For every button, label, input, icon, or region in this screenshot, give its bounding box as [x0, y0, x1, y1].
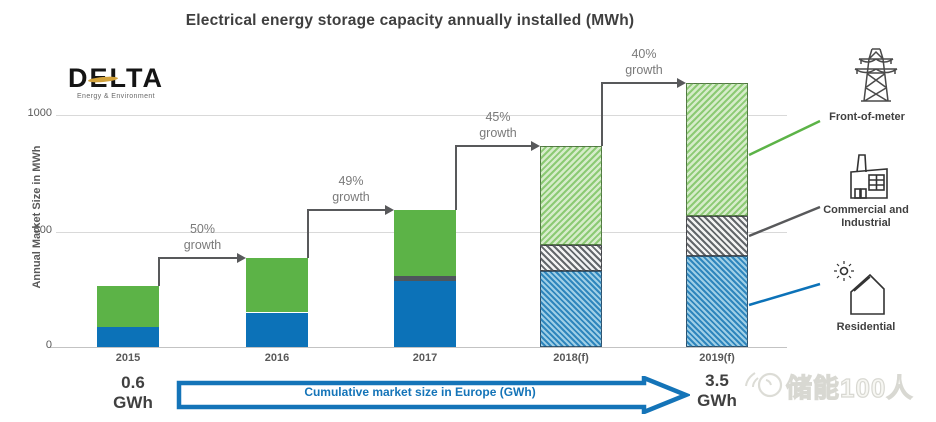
bar-2016-residential-segment: [246, 312, 308, 347]
growth-arrowhead-2019(f): [677, 77, 686, 88]
growth-arrow-vertical-2016: [158, 258, 160, 287]
bar-2017-front-of-meter-segment: [394, 210, 456, 276]
chart-title: Electrical energy storage capacity annua…: [185, 12, 635, 29]
bar-2019(f)-front-of-meter-segment: [686, 82, 748, 216]
legend-label-front-of-meter: Front-of-meter: [829, 111, 905, 123]
growth-annotation-2019(f): 40% growth: [625, 46, 663, 77]
legend-label-commercial-industrial: Commercial and Industrial: [823, 204, 909, 229]
factory-icon: [845, 152, 893, 202]
x-tick-label-2017: 2017: [412, 352, 438, 364]
growth-arrow-vertical-2017: [307, 210, 309, 259]
growth-annotation-2017: 49% growth: [332, 174, 370, 205]
growth-arrow-vertical-2018(f): [455, 145, 457, 211]
growth-arrow-horizontal-2018(f): [455, 144, 532, 147]
cumulative-start-value: 0.6 GWh: [113, 373, 153, 412]
bar-2017-residential-segment: [394, 281, 456, 347]
growth-arrowhead-2017: [385, 205, 394, 216]
growth-annotation-2016: 50% growth: [183, 222, 222, 253]
growth-arrowhead-2018(f): [531, 140, 540, 151]
legend-label-residential: Residential: [836, 321, 896, 333]
bar-2015-front-of-meter-segment: [97, 286, 159, 328]
bar-2018(f)-commercial-and-industrial-segment: [540, 244, 602, 272]
cumulative-arrow: [176, 376, 690, 414]
watermark-text: 储能100人: [785, 372, 914, 403]
x-tick-label-2019(f): 2019(f): [699, 352, 735, 364]
bar-2016-front-of-meter-segment: [246, 258, 308, 313]
bar-2017-commercial-and-industrial-segment: [394, 275, 456, 282]
growth-arrowhead-2016: [237, 253, 246, 264]
delta-logo: DELTA Energy & Environment: [68, 64, 168, 100]
y-tick-label-500: 500: [33, 224, 52, 236]
bar-2019(f)-commercial-and-industrial-segment: [686, 215, 748, 257]
growth-annotation-2018(f): 45% growth: [479, 109, 517, 140]
x-axis-line: [50, 347, 787, 348]
x-tick-label-2016: 2016: [264, 352, 290, 364]
cumulative-arrow-label: Cumulative market size in Europe (GWh): [304, 385, 536, 399]
growth-arrow-horizontal-2019(f): [601, 81, 678, 84]
delta-logo-subtitle: Energy & Environment: [76, 93, 156, 100]
growth-arrow-horizontal-2017: [307, 209, 386, 212]
transmission-tower-icon: [851, 46, 901, 104]
delta-logo-wordmark: DELTA: [68, 63, 164, 93]
cumulative-end-value: 3.5 GWh: [697, 371, 737, 410]
growth-arrow-vertical-2019(f): [601, 82, 603, 146]
bar-2019(f)-residential-segment: [686, 256, 748, 347]
x-tick-label-2018(f): 2018(f): [553, 352, 589, 364]
gridline-1000: [56, 115, 787, 116]
y-tick-label-0: 0: [45, 339, 52, 351]
x-tick-label-2015: 2015: [115, 352, 141, 364]
y-tick-label-1000: 1000: [27, 107, 52, 119]
bar-2015-residential-segment: [97, 327, 159, 347]
bar-2018(f)-front-of-meter-segment: [540, 145, 602, 245]
growth-arrow-horizontal-2016: [158, 257, 238, 260]
house-sun-icon: [833, 260, 891, 318]
watermark-megaphone-icon: [742, 364, 786, 406]
bar-2018(f)-residential-segment: [540, 271, 602, 347]
